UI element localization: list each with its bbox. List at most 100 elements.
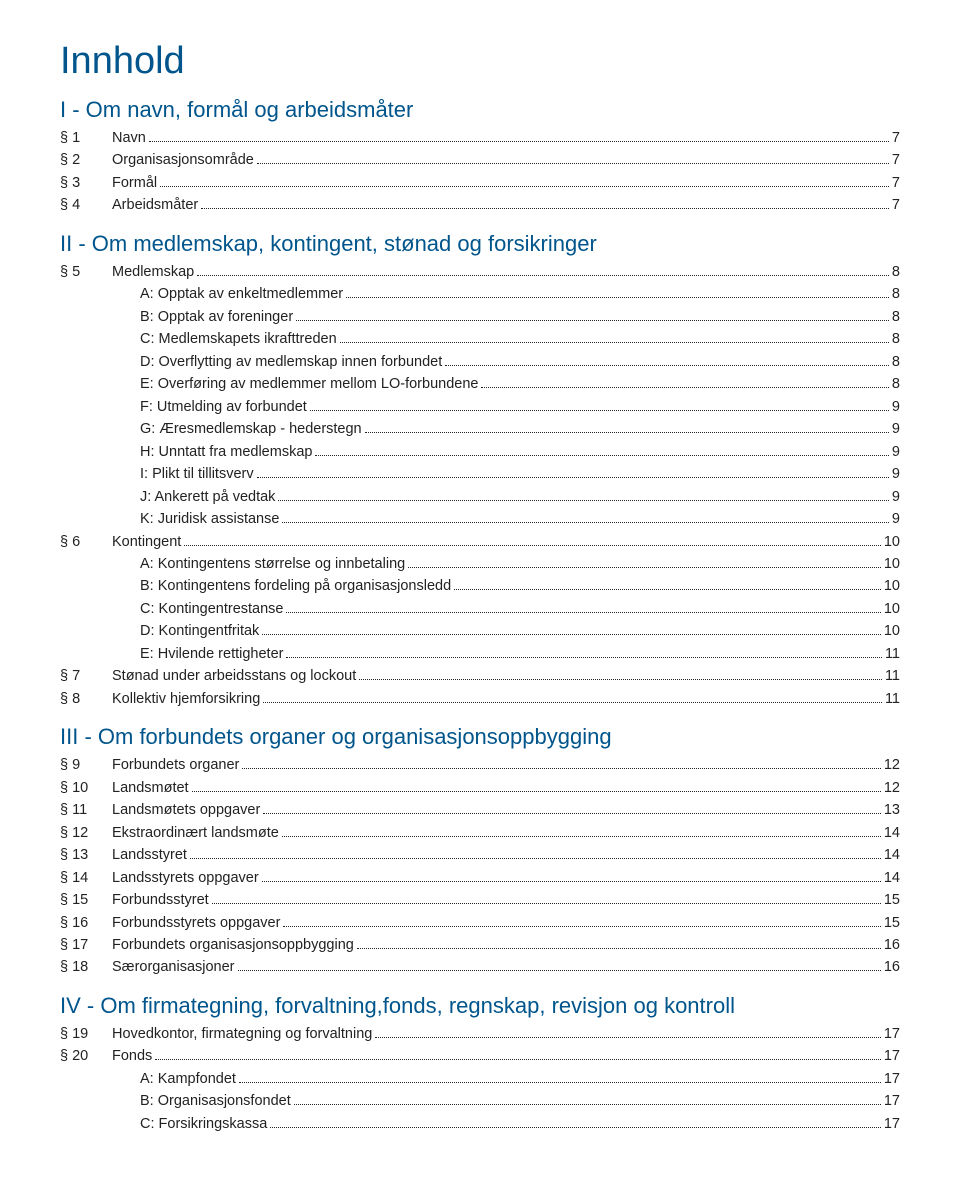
toc-entry: § 1Navn7 [60,127,900,149]
toc-leader-dots [346,297,889,298]
toc-entry-label: Landsstyret [112,844,187,866]
toc-leader-dots [263,813,881,814]
toc-leader-dots [296,320,889,321]
toc-entry-page: 14 [884,844,900,866]
toc-entry-prefix: § 2 [60,149,112,171]
toc-leader-dots [283,926,880,927]
toc-entry-label: D: Overflytting av medlemskap innen forb… [140,351,442,373]
toc-entry-page: 7 [892,127,900,149]
toc-container: I - Om navn, formål og arbeidsmåter§ 1Na… [60,97,900,1135]
toc-entry-label: Særorganisasjoner [112,956,235,978]
toc-entry-label: H: Unntatt fra medlemskap [140,441,312,463]
toc-subentry: A: Kontingentens størrelse og innbetalin… [60,553,900,575]
toc-entry-label: Landsmøtets oppgaver [112,799,260,821]
toc-leader-dots [340,342,889,343]
section-heading: II - Om medlemskap, kontingent, stønad o… [60,231,900,257]
toc-subentry: E: Hvilende rettigheter11 [60,643,900,665]
toc-subentry: H: Unntatt fra medlemskap9 [60,441,900,463]
toc-entry-page: 17 [884,1090,900,1112]
toc-subentry: C: Medlemskapets ikrafttreden8 [60,328,900,350]
toc-entry: § 4Arbeidsmåter7 [60,194,900,216]
toc-entry-page: 8 [892,328,900,350]
section-heading: IV - Om firmategning, forvaltning,fonds,… [60,993,900,1019]
toc-entry: § 20Fonds17 [60,1045,900,1067]
toc-entry-prefix: § 10 [60,777,112,799]
toc-entry: § 10Landsmøtet12 [60,777,900,799]
toc-leader-dots [445,365,889,366]
toc-entry-label: A: Kampfondet [140,1068,236,1090]
toc-subentry: G: Æresmedlemskap - hederstegn9 [60,418,900,440]
toc-leader-dots [242,768,881,769]
toc-entry: § 7Stønad under arbeidsstans og lockout1… [60,665,900,687]
toc-leader-dots [238,970,881,971]
toc-entry-page: 17 [884,1045,900,1067]
toc-leader-dots [262,881,881,882]
toc-entry-label: K: Juridisk assistanse [140,508,279,530]
toc-subentry: A: Opptak av enkeltmedlemmer 8 [60,283,900,305]
toc-leader-dots [365,432,889,433]
toc-entry-page: 10 [884,553,900,575]
toc-entry-label: Medlemskap [112,261,194,283]
toc-entry-page: 9 [892,463,900,485]
toc-entry-label: Kontingent [112,531,181,553]
toc-leader-dots [263,702,882,703]
toc-entry: § 14Landsstyrets oppgaver14 [60,867,900,889]
toc-subentry: B: Opptak av foreninger8 [60,306,900,328]
toc-entry-page: 15 [884,889,900,911]
toc-entry-label: A: Kontingentens størrelse og innbetalin… [140,553,405,575]
toc-entry-page: 8 [892,351,900,373]
toc-entry-page: 15 [884,912,900,934]
toc-entry-page: 8 [892,283,900,305]
toc-entry-label: Kollektiv hjemforsikring [112,688,260,710]
toc-leader-dots [357,948,881,949]
toc-entry-prefix: § 1 [60,127,112,149]
toc-entry: § 15Forbundsstyret15 [60,889,900,911]
toc-entry-label: A: Opptak av enkeltmedlemmer [140,283,343,305]
toc-entry-label: Forbundsstyrets oppgaver [112,912,280,934]
toc-leader-dots [286,657,881,658]
toc-entry-label: Forbundets organer [112,754,239,776]
toc-leader-dots [359,679,882,680]
toc-entry-page: 10 [884,531,900,553]
toc-entry: § 12Ekstraordinært landsmøte14 [60,822,900,844]
toc-entry-prefix: § 4 [60,194,112,216]
toc-entry-page: 10 [884,598,900,620]
toc-entry-page: 8 [892,261,900,283]
toc-entry-label: Organisasjonsområde [112,149,254,171]
toc-entry-page: 17 [884,1023,900,1045]
toc-entry-page: 14 [884,867,900,889]
toc-leader-dots [149,141,889,142]
toc-entry-label: Forbundsstyret [112,889,209,911]
toc-leader-dots [160,186,889,187]
toc-leader-dots [262,634,881,635]
toc-subentry: C: Forsikringskassa17 [60,1113,900,1135]
toc-entry-page: 11 [885,643,900,665]
toc-entry-prefix: § 19 [60,1023,112,1045]
toc-entry-prefix: § 3 [60,172,112,194]
toc-entry-label: B: Kontingentens fordeling på organisasj… [140,575,451,597]
toc-leader-dots [286,612,880,613]
toc-entry-page: 11 [885,688,900,710]
toc-leader-dots [310,410,889,411]
toc-leader-dots [270,1127,881,1128]
toc-entry-prefix: § 5 [60,261,112,283]
toc-leader-dots [201,208,889,209]
toc-entry: § 16Forbundsstyrets oppgaver15 [60,912,900,934]
toc-leader-dots [257,477,889,478]
toc-entry-page: 16 [884,934,900,956]
toc-entry-page: 13 [884,799,900,821]
toc-subentry: B: Kontingentens fordeling på organisasj… [60,575,900,597]
toc-entry-label: Ekstraordinært landsmøte [112,822,279,844]
toc-subentry: E: Overføring av medlemmer mellom LO-for… [60,373,900,395]
toc-entry-page: 14 [884,822,900,844]
toc-leader-dots [197,275,889,276]
toc-entry-label: E: Overføring av medlemmer mellom LO-for… [140,373,478,395]
toc-subentry: F: Utmelding av forbundet9 [60,396,900,418]
toc-entry-prefix: § 9 [60,754,112,776]
toc-subentry: K: Juridisk assistanse9 [60,508,900,530]
toc-entry-label: I: Plikt til tillitsverv [140,463,254,485]
toc-leader-dots [192,791,881,792]
toc-entry-prefix: § 14 [60,867,112,889]
toc-subentry: D: Overflytting av medlemskap innen forb… [60,351,900,373]
toc-entry-label: F: Utmelding av forbundet [140,396,307,418]
